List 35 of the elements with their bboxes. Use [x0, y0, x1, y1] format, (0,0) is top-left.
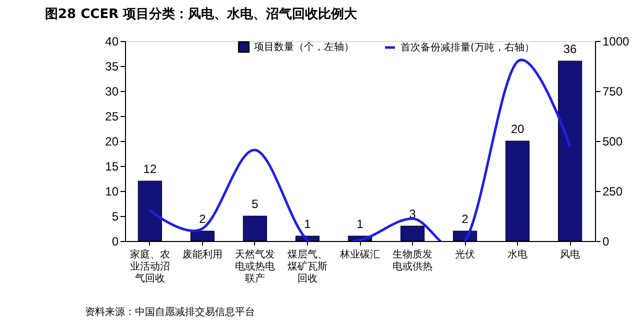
x-tick-label: 煤层气、煤矿瓦斯回收	[287, 248, 328, 284]
x-tick-label: 林业碳汇	[339, 248, 380, 260]
data-label: 1	[304, 217, 312, 231]
chart-title: 图28 CCER 项目分类：风电、水电、沼气回收比例大	[45, 7, 358, 22]
data-label: 2	[199, 212, 206, 226]
legend-label: 首次备份减排量(万吨，右轴）	[400, 42, 534, 54]
y-tick-label: 10	[105, 184, 119, 198]
data-label: 5	[252, 197, 259, 211]
y-tick-label: 30	[105, 84, 119, 98]
legend-label: 项目数量（个，左轴）	[254, 41, 354, 53]
y-tick-label: 20	[105, 134, 119, 148]
data-label: 2	[462, 212, 469, 226]
y-tick-label: 35	[105, 60, 119, 74]
text: 资料来源：中国自愿减排交易信息平台	[85, 306, 255, 318]
y2-tick-label: 1000	[602, 34, 630, 48]
data-label: 12	[143, 162, 157, 176]
x-tick-label: 家庭、农业活动沼气回收	[130, 248, 170, 284]
y2-tick-label: 250	[602, 184, 623, 198]
data-label: 20	[510, 122, 525, 136]
x-tick-label: 废能利用	[182, 248, 222, 260]
y2-tick-label: 0	[602, 234, 610, 248]
data-label: 1	[356, 217, 364, 231]
y-tick-label: 25	[105, 110, 119, 124]
x-tick-label: 风电	[560, 248, 580, 260]
y2-tick-label: 750	[602, 84, 623, 98]
x-tick-label: 生物质发电或供热	[392, 248, 433, 272]
x-tick-label: 水电	[508, 248, 528, 260]
y-tick-label: 40	[105, 34, 119, 48]
x-tick-label: 天然气发电或热电联产	[234, 248, 275, 284]
y-tick-label: 0	[112, 234, 119, 248]
data-label: 36	[563, 42, 578, 56]
y-tick-label: 15	[105, 160, 119, 174]
y2-tick-label: 500	[602, 134, 623, 148]
x-tick-label: 光伏	[455, 248, 476, 260]
y-tick-label: 5	[112, 210, 119, 224]
